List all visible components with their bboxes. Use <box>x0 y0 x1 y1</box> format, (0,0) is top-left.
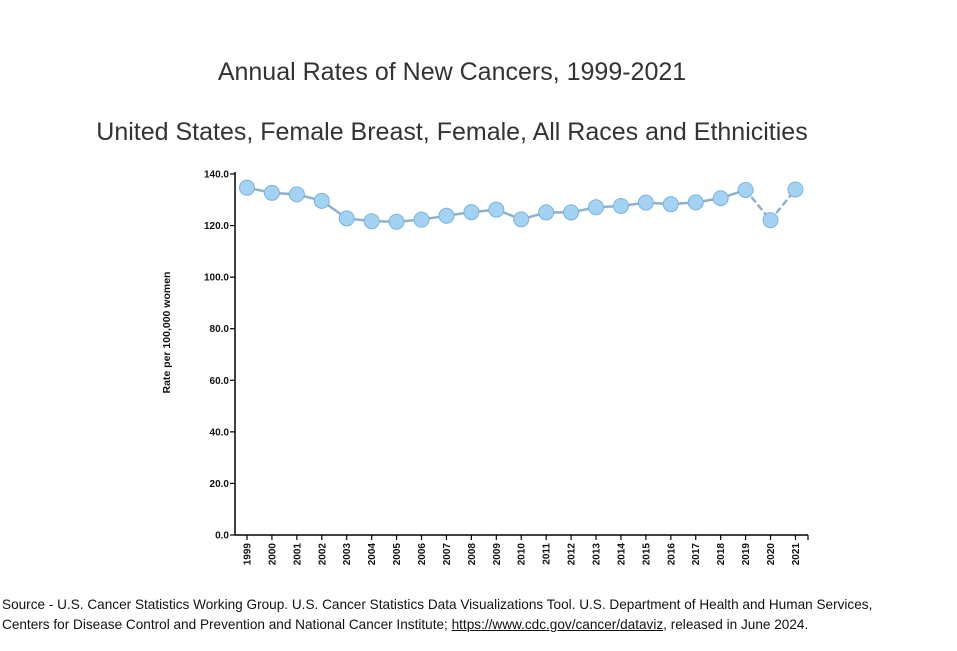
source-line-1: Source - U.S. Cancer Statistics Working … <box>2 597 873 612</box>
data-point <box>413 211 430 228</box>
x-tick-label: 2000 <box>267 543 278 566</box>
y-tick-label: 20.0 <box>210 479 230 490</box>
y-tick-label: 60.0 <box>210 376 230 387</box>
data-point <box>538 204 555 221</box>
x-tick-label: 2009 <box>492 543 503 566</box>
data-point <box>463 204 480 221</box>
y-tick-label: 40.0 <box>210 427 230 438</box>
y-tick-label: 140.0 <box>204 170 229 181</box>
y-axis-title: Rate per 100,000 women <box>161 272 173 394</box>
data-point <box>563 204 580 221</box>
data-point <box>637 194 654 211</box>
x-tick-label: 2006 <box>417 543 428 566</box>
x-tick-label: 1999 <box>243 543 254 566</box>
x-tick-label: 2004 <box>367 543 378 566</box>
x-tick-label: 2013 <box>592 543 603 566</box>
data-point <box>338 210 355 227</box>
data-point <box>438 207 455 224</box>
source-note: Source - U.S. Cancer Statistics Working … <box>2 595 957 635</box>
data-point <box>588 199 605 216</box>
data-point <box>263 184 280 201</box>
chart-subtitle: United States, Female Breast, Female, Al… <box>96 118 808 146</box>
data-point <box>712 190 729 207</box>
data-point <box>662 196 679 213</box>
data-point <box>239 179 255 196</box>
x-tick-label: 2011 <box>542 543 553 565</box>
y-axis: 0.0 20.0 40.0 60.0 80.0 100.0 120.0 140.0 <box>204 170 236 542</box>
x-tick-label: 2014 <box>616 543 627 566</box>
data-point <box>687 194 704 211</box>
x-tick-label: 2015 <box>641 543 652 566</box>
y-tick-label: 0.0 <box>215 531 229 542</box>
x-tick-label: 2005 <box>392 543 403 566</box>
x-tick-label: 2010 <box>517 543 528 566</box>
source-link[interactable]: https://www.cdc.gov/cancer/dataviz <box>451 617 664 632</box>
data-point <box>288 186 305 203</box>
source-line-2-suffix: , released in June 2024. <box>663 617 809 632</box>
chart-title: Annual Rates of New Cancers, 1999-2021 <box>217 58 687 86</box>
data-point <box>363 213 380 230</box>
data-point <box>762 212 779 229</box>
x-tick-label: 2001 <box>292 543 303 566</box>
data-point <box>488 201 505 218</box>
x-tick-label: 2003 <box>342 543 353 566</box>
data-point <box>787 181 804 198</box>
data-point <box>513 211 530 228</box>
x-tick-label: 2008 <box>467 543 478 566</box>
source-line-2: Centers for Disease Control and Preventi… <box>2 615 957 635</box>
x-tick-label: 2021 <box>791 543 802 566</box>
y-tick-label: 80.0 <box>210 324 230 335</box>
x-tick-label: 2012 <box>567 543 578 566</box>
x-tick-label: 2002 <box>317 543 328 566</box>
y-tick-label: 120.0 <box>204 221 229 232</box>
x-tick-label: 2020 <box>766 543 777 566</box>
x-tick-label: 2016 <box>666 543 677 566</box>
series-points <box>239 179 804 230</box>
x-tick-label: 2019 <box>741 543 752 566</box>
data-point <box>737 181 754 198</box>
x-tick-label: 2007 <box>442 543 453 566</box>
source-line-2-prefix: Centers for Disease Control and Preventi… <box>2 617 452 632</box>
x-tick-label: 2018 <box>716 543 727 566</box>
data-point <box>313 192 330 209</box>
x-axis: 1999 2000 2001 2002 2003 2004 2005 2006 2007 2008… <box>235 534 809 566</box>
x-tick-label: 2017 <box>691 543 702 566</box>
y-tick-label: 100.0 <box>204 273 229 284</box>
data-point <box>612 197 629 214</box>
data-point <box>388 213 405 230</box>
